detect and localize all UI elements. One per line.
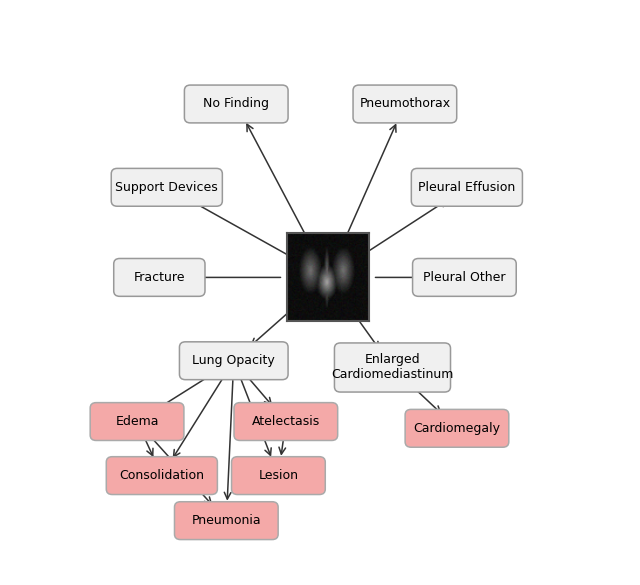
Text: Fracture: Fracture bbox=[134, 271, 185, 284]
FancyBboxPatch shape bbox=[114, 259, 205, 297]
FancyBboxPatch shape bbox=[106, 457, 218, 494]
FancyBboxPatch shape bbox=[412, 168, 522, 207]
Text: Atelectasis: Atelectasis bbox=[252, 415, 320, 428]
FancyBboxPatch shape bbox=[405, 410, 509, 447]
Text: No Finding: No Finding bbox=[204, 98, 269, 111]
FancyBboxPatch shape bbox=[234, 402, 338, 441]
Text: Pneumothorax: Pneumothorax bbox=[359, 98, 451, 111]
Text: Support Devices: Support Devices bbox=[115, 181, 218, 194]
FancyBboxPatch shape bbox=[353, 85, 457, 123]
Text: Edema: Edema bbox=[115, 415, 159, 428]
FancyBboxPatch shape bbox=[179, 342, 288, 380]
Text: Enlarged
Cardiomediastinum: Enlarged Cardiomediastinum bbox=[332, 353, 454, 381]
FancyBboxPatch shape bbox=[184, 85, 288, 123]
Text: Pleural Effusion: Pleural Effusion bbox=[419, 181, 515, 194]
Text: Lung Opacity: Lung Opacity bbox=[193, 355, 275, 367]
FancyBboxPatch shape bbox=[232, 457, 325, 494]
Text: Pleural Other: Pleural Other bbox=[423, 271, 506, 284]
Text: Pneumonia: Pneumonia bbox=[191, 514, 261, 527]
FancyBboxPatch shape bbox=[111, 168, 222, 207]
FancyBboxPatch shape bbox=[335, 343, 451, 392]
FancyBboxPatch shape bbox=[175, 502, 278, 539]
Text: Consolidation: Consolidation bbox=[119, 469, 204, 482]
FancyBboxPatch shape bbox=[413, 259, 516, 297]
FancyBboxPatch shape bbox=[90, 402, 184, 441]
Text: Cardiomegaly: Cardiomegaly bbox=[413, 422, 500, 435]
Text: Lesion: Lesion bbox=[259, 469, 298, 482]
